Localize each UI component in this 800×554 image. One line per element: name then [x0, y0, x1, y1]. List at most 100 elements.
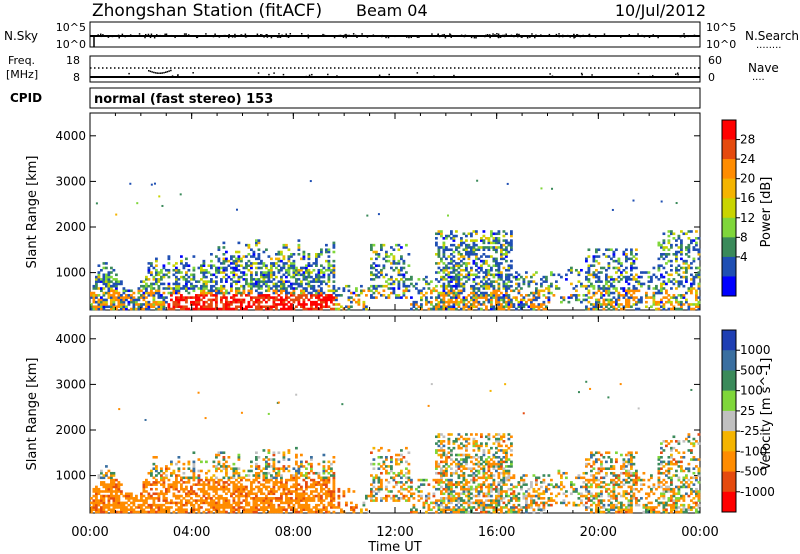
heatmap-cell	[100, 476, 103, 480]
heatmap-cell	[255, 492, 258, 496]
heatmap-cell	[302, 291, 306, 295]
heatmap-cell	[370, 474, 373, 477]
heatmap-cell	[262, 497, 266, 500]
heatmap-cell	[150, 271, 153, 274]
heatmap-cell	[95, 202, 98, 205]
heatmap-cell	[445, 287, 448, 290]
heatmap-cell	[367, 287, 371, 290]
heatmap-cell	[452, 506, 456, 509]
heatmap-cell	[462, 460, 466, 464]
heatmap-cell	[487, 451, 491, 455]
heatmap-cell	[297, 298, 301, 302]
heatmap-cell	[257, 248, 261, 252]
heatmap-cell	[482, 275, 486, 279]
heatmap-cell	[140, 497, 143, 500]
heatmap-cell	[257, 485, 261, 489]
heatmap-cell	[272, 497, 276, 500]
heatmap-cell	[440, 433, 443, 436]
heatmap-cell	[425, 291, 428, 295]
heatmap-cell	[192, 471, 196, 475]
heatmap-cell	[425, 478, 428, 482]
heatmap-cell	[427, 506, 431, 509]
heatmap-cell	[195, 492, 198, 496]
heatmap-cell	[472, 487, 476, 491]
heatmap-cell	[292, 282, 296, 286]
heatmap-cell	[470, 455, 473, 459]
heatmap-cell	[152, 266, 156, 270]
heatmap-cell	[202, 490, 206, 493]
heatmap-cell	[95, 287, 98, 290]
heatmap-cell	[470, 239, 473, 242]
heatmap-cell	[605, 273, 608, 277]
nsky-point	[489, 36, 491, 39]
heatmap-cell	[187, 492, 191, 496]
heatmap-cell	[415, 510, 418, 514]
heatmap-cell	[152, 499, 156, 502]
heatmap-cell	[467, 243, 471, 247]
heatmap-cell	[570, 294, 573, 297]
heatmap-cell	[452, 255, 456, 258]
heatmap-cell	[97, 476, 101, 480]
heatmap-cell	[272, 289, 276, 293]
heatmap-cell	[657, 300, 661, 304]
heatmap-cell	[102, 474, 106, 477]
heatmap-cell	[465, 437, 468, 441]
heatmap-cell	[440, 501, 443, 505]
heatmap-cell	[520, 305, 523, 309]
heatmap-cell	[155, 483, 158, 486]
heatmap-cell	[120, 483, 123, 486]
heatmap-cell	[685, 271, 688, 274]
nsky-point	[107, 36, 110, 38]
heatmap-cell	[270, 465, 273, 468]
heatmap-cell	[285, 499, 288, 502]
nsky-point	[240, 34, 242, 36]
heatmap-cell	[155, 289, 158, 293]
heatmap-cell	[317, 284, 321, 288]
heatmap-cell	[115, 510, 118, 514]
heatmap-cell	[470, 266, 473, 270]
heatmap-cell	[640, 275, 643, 279]
heatmap-cell	[142, 503, 146, 507]
heatmap-cell	[152, 298, 156, 302]
heatmap-cell	[237, 458, 241, 461]
heatmap-cell	[460, 499, 463, 502]
heatmap-cell	[250, 266, 253, 270]
heatmap-cell	[407, 469, 411, 473]
heatmap-cell	[170, 485, 173, 489]
heatmap-cell	[567, 300, 571, 304]
heatmap-cell	[500, 278, 503, 281]
heatmap-cell	[247, 501, 251, 505]
heatmap-cell	[410, 275, 413, 279]
heatmap-cell	[630, 296, 633, 299]
heatmap-cell	[487, 485, 491, 489]
heatmap-cell	[252, 282, 256, 286]
heatmap-cell	[225, 266, 228, 270]
heatmap-cell	[217, 487, 221, 491]
heatmap-cell	[540, 303, 543, 306]
heatmap-cell	[100, 508, 103, 512]
heatmap-cell	[677, 273, 681, 277]
heatmap-cell	[332, 494, 336, 498]
heatmap-cell	[445, 453, 448, 457]
heatmap-cell	[380, 268, 383, 272]
heatmap-cell	[177, 282, 181, 286]
heatmap-cell	[402, 280, 406, 283]
nsky-point	[503, 35, 506, 38]
heatmap-cell	[442, 499, 446, 502]
heatmap-cell	[130, 506, 133, 509]
heatmap-cell	[135, 510, 138, 514]
heatmap-cell	[682, 271, 686, 274]
heatmap-cell	[230, 467, 233, 470]
heatmap-cell	[242, 291, 246, 295]
heatmap-cell	[662, 248, 666, 252]
heatmap-cell	[127, 296, 131, 299]
heatmap-cell	[140, 284, 143, 288]
heatmap-cell	[445, 307, 448, 311]
heatmap-cell	[470, 284, 473, 288]
heatmap-cell	[160, 490, 163, 493]
heatmap-cell	[445, 506, 448, 509]
heatmap-cell	[395, 458, 398, 461]
freq-dip-point	[151, 71, 153, 73]
heatmap-cell	[422, 501, 426, 505]
heatmap-cell	[307, 499, 311, 502]
